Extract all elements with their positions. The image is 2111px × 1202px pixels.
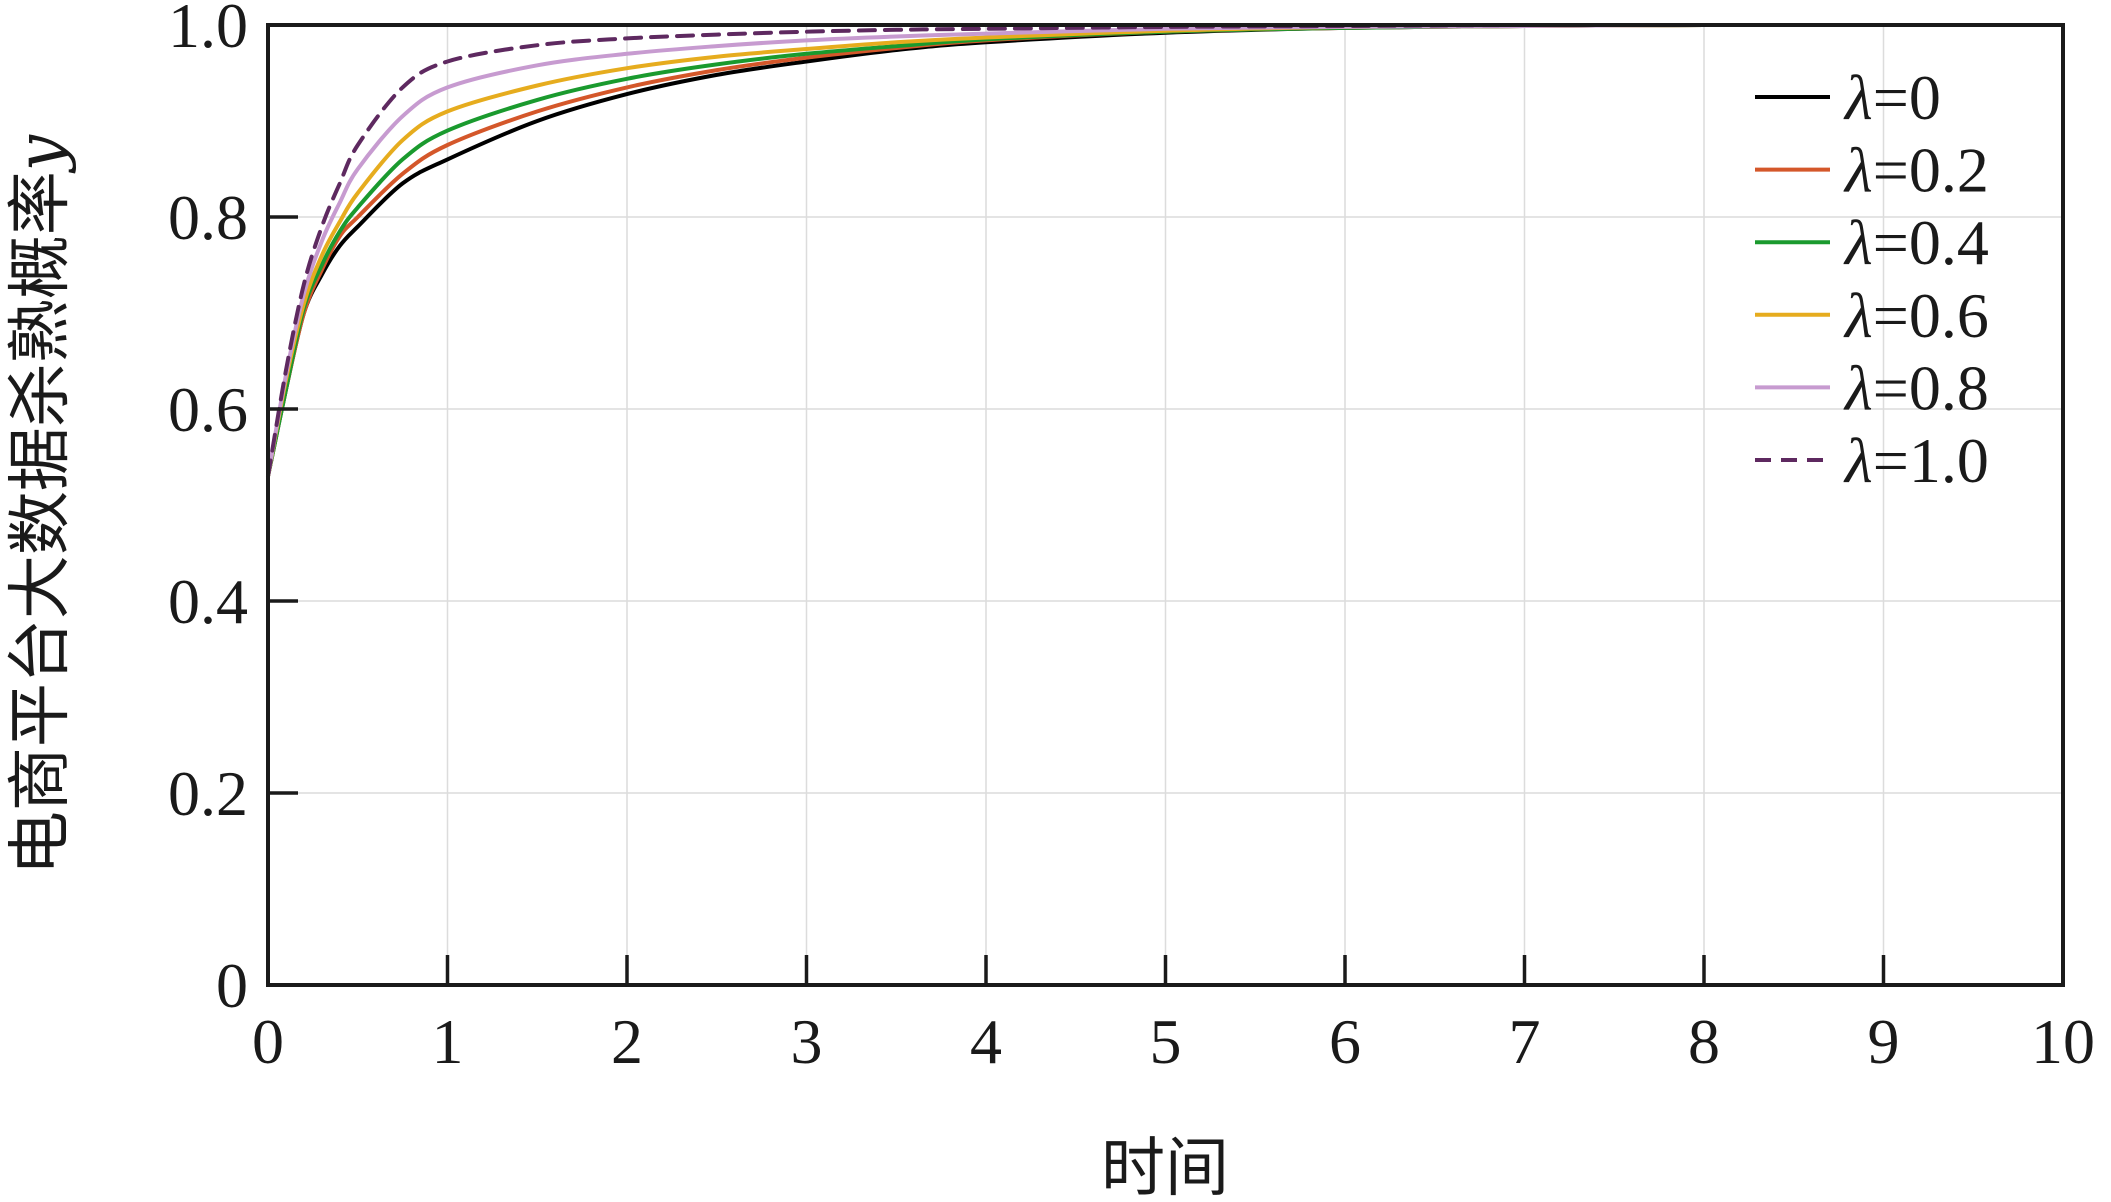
series-line-5 xyxy=(266,22,2065,479)
legend: λ=0λ=0.2λ=0.4λ=0.6λ=0.8λ=1.0 xyxy=(1755,62,1989,496)
legend-value: =1.0 xyxy=(1873,425,1989,496)
legend-value: =0.6 xyxy=(1873,280,1989,351)
grid xyxy=(268,25,2063,985)
legend-symbol: λ xyxy=(1843,425,1873,496)
legend-symbol: λ xyxy=(1843,280,1873,351)
y-tick-label: 0.8 xyxy=(168,182,248,253)
legend-label: λ=0 xyxy=(1843,62,1941,133)
legend-value: =0 xyxy=(1873,62,1941,133)
y-axis-title: 电商平台大数据杀熟概率y xyxy=(4,134,78,875)
x-tick-label: 9 xyxy=(1868,1006,1900,1077)
y-tick-label: 0 xyxy=(216,950,248,1021)
legend-label: λ=0.4 xyxy=(1843,207,1989,278)
y-tick-label: 0.6 xyxy=(168,374,248,445)
x-tick-label: 0 xyxy=(252,1006,284,1077)
legend-symbol: λ xyxy=(1843,207,1873,278)
legend-value: =0.4 xyxy=(1873,207,1989,278)
axis-ticks xyxy=(266,23,2065,987)
legend-value: =0.8 xyxy=(1873,352,1989,423)
legend-label: λ=0.2 xyxy=(1843,135,1989,206)
legend-label: λ=1.0 xyxy=(1843,425,1989,496)
legend-symbol: λ xyxy=(1843,62,1873,133)
x-tick-label: 4 xyxy=(970,1006,1002,1077)
x-tick-label: 3 xyxy=(791,1006,823,1077)
x-tick-label: 5 xyxy=(1150,1006,1182,1077)
x-tick-label: 1 xyxy=(432,1006,464,1077)
legend-symbol: λ xyxy=(1843,352,1873,423)
y-axis-title-symbol: y xyxy=(4,134,78,174)
legend-value: =0.2 xyxy=(1873,135,1989,206)
x-tick-label: 10 xyxy=(2031,1006,2095,1077)
y-tick-label: 1.0 xyxy=(168,0,248,61)
y-tick-label: 0.2 xyxy=(168,758,248,829)
x-tick-label: 8 xyxy=(1688,1006,1720,1077)
x-axis-title: 时间 xyxy=(1101,1132,1229,1202)
y-axis-tick-labels: 0 0.2 0.4 0.6 0.8 1.0 xyxy=(168,0,248,1021)
legend-label: λ=0.6 xyxy=(1843,280,1989,351)
legend-symbol: λ xyxy=(1843,135,1873,206)
legend-label: λ=0.8 xyxy=(1843,352,1989,423)
x-axis-tick-labels: 0 1 2 3 4 5 6 7 8 9 10 xyxy=(252,1006,2095,1077)
x-tick-label: 7 xyxy=(1509,1006,1541,1077)
x-tick-label: 6 xyxy=(1329,1006,1361,1077)
y-tick-label: 0.4 xyxy=(168,566,248,637)
y-axis-title-text: 电商平台大数据杀熟概率 xyxy=(4,171,78,875)
x-tick-label: 2 xyxy=(611,1006,643,1077)
